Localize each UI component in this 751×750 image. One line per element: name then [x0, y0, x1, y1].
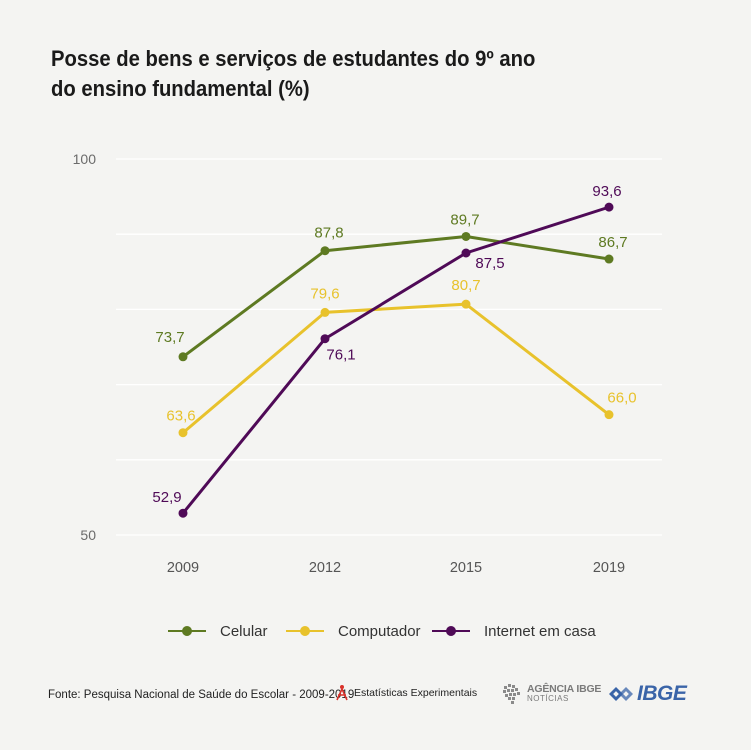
- legend-item-internet: Internet em casa: [432, 620, 596, 642]
- agencia-ibge-icon: [503, 684, 520, 704]
- data-point-internet-em-casa-2012: [320, 334, 330, 344]
- source-note: Fonte: Pesquisa Nacional de Saúde do Esc…: [48, 689, 355, 701]
- data-label-computador-2012: 79,6: [310, 285, 339, 302]
- chart-title-line-2: do ensino fundamental (%): [51, 76, 310, 101]
- data-label-internet-em-casa-2009: 52,9: [152, 489, 181, 506]
- data-point-computador-2012: [320, 307, 330, 317]
- chart-title: Posse de bens e serviços de estudantes d…: [51, 44, 640, 104]
- data-label-computador-2009: 63,6: [166, 408, 195, 425]
- legend-swatch-computador: [286, 626, 324, 636]
- data-point-computador-2019: [604, 410, 614, 420]
- legend-item-computador: Computador: [286, 620, 421, 642]
- ibge-icon: [609, 687, 633, 701]
- data-label-internet-em-casa-2019: 93,6: [592, 183, 621, 200]
- data-point-internet-em-casa-2015: [461, 248, 471, 258]
- legend-label-celular: Celular: [220, 622, 268, 640]
- line-chart: 100 50 2009 2012 2015 2019 73,7 87,8 89,7 86,7 63,…: [73, 151, 662, 576]
- data-point-computador-2009: [178, 428, 188, 438]
- legend-item-celular: Celular: [168, 620, 268, 642]
- data-point-celular-2012: [320, 246, 330, 256]
- data-label-computador-2015: 80,7: [451, 277, 480, 294]
- agencia-ibge-logo: AGÊNCIA IBGE NOTÍCIAS: [501, 682, 601, 706]
- experimental-stats-label: Estatísticas Experimentais: [354, 687, 478, 699]
- ibge-label: IBGE: [637, 682, 687, 705]
- x-tick-label-2009: 2009: [167, 560, 199, 576]
- data-point-celular-2019: [604, 254, 614, 264]
- legend-swatch-internet: [432, 626, 470, 636]
- data-point-celular-2009: [178, 352, 188, 362]
- data-label-celular-2019: 86,7: [598, 234, 627, 251]
- experimental-stats-logo: Estatísticas Experimentais: [335, 684, 477, 702]
- ibge-logo: IBGE: [608, 682, 687, 706]
- data-label-celular-2009: 73,7: [155, 329, 184, 346]
- x-tick-label-2012: 2012: [309, 560, 341, 576]
- data-label-internet-em-casa-2015: 87,5: [475, 255, 504, 272]
- data-label-celular-2015: 89,7: [450, 211, 479, 228]
- agencia-noticias-label: NOTÍCIAS: [527, 694, 569, 703]
- y-tick-label-50: 50: [80, 527, 96, 543]
- x-tick-label-2019: 2019: [593, 560, 625, 576]
- data-point-celular-2015: [461, 231, 471, 241]
- series-line-celular: [182, 234, 610, 358]
- series-line-computador: [182, 302, 610, 434]
- legend-swatch-celular: [168, 626, 206, 636]
- data-point-internet-em-casa-2009: [178, 508, 188, 518]
- data-label-celular-2012: 87,8: [314, 225, 343, 242]
- data-point-internet-em-casa-2019: [604, 202, 614, 212]
- data-label-computador-2019: 66,0: [607, 390, 636, 407]
- data-point-computador-2015: [461, 299, 471, 309]
- data-label-internet-em-casa-2012: 76,1: [326, 347, 355, 364]
- agencia-ibge-label: AGÊNCIA IBGE: [527, 683, 602, 695]
- experimental-stats-icon: [336, 685, 348, 701]
- y-tick-label-100: 100: [73, 151, 97, 167]
- x-tick-label-2015: 2015: [450, 560, 482, 576]
- chart-title-line-1: Posse de bens e serviços de estudantes d…: [51, 46, 536, 71]
- series-line-internet-em-casa: [181, 205, 610, 515]
- chart-legend: Celular Computador Internet em casa: [0, 620, 751, 642]
- legend-label-computador: Computador: [338, 622, 421, 640]
- legend-label-internet: Internet em casa: [484, 622, 596, 640]
